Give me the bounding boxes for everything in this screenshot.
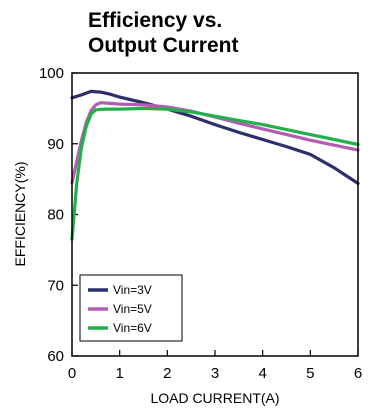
y-tick-label: 60 — [47, 348, 64, 365]
y-axis-label: EFFICIENCY(%) — [12, 162, 28, 267]
series-lines — [70, 89, 360, 241]
x-tick-label: 2 — [163, 365, 171, 382]
x-tick-label: 3 — [211, 365, 219, 382]
x-tick-label: 1 — [115, 365, 123, 382]
x-tick-label: 0 — [68, 365, 76, 382]
x-tick-label: 6 — [354, 365, 362, 382]
y-tick-label: 90 — [47, 136, 64, 153]
legend-label: Vin=6V — [113, 321, 152, 335]
legend-label: Vin=5V — [113, 302, 152, 316]
axis-ticks: 0 1 2 3 4 5 6 60 70 80 90 100 — [39, 65, 362, 382]
chart-title-line-1: Efficiency vs. — [88, 9, 223, 32]
x-tick-label: 4 — [258, 365, 266, 382]
series-line-vin-6v — [70, 106, 360, 241]
chart-title: Efficiency vs. Output Current — [88, 8, 348, 58]
y-tick-label: 80 — [47, 207, 64, 224]
chart-title-line-2: Output Current — [88, 34, 239, 57]
y-tick-label: 70 — [47, 277, 64, 294]
x-axis-label: LOAD CURRENT(A) — [150, 390, 279, 406]
x-tick-label: 5 — [306, 365, 314, 382]
legend-label: Vin=3V — [113, 283, 152, 297]
y-tick-label: 100 — [39, 65, 64, 82]
plot-frame — [71, 72, 359, 357]
legend: Vin=3V Vin=5V Vin=6V — [79, 274, 183, 342]
series-line-vin-3v — [70, 89, 360, 185]
